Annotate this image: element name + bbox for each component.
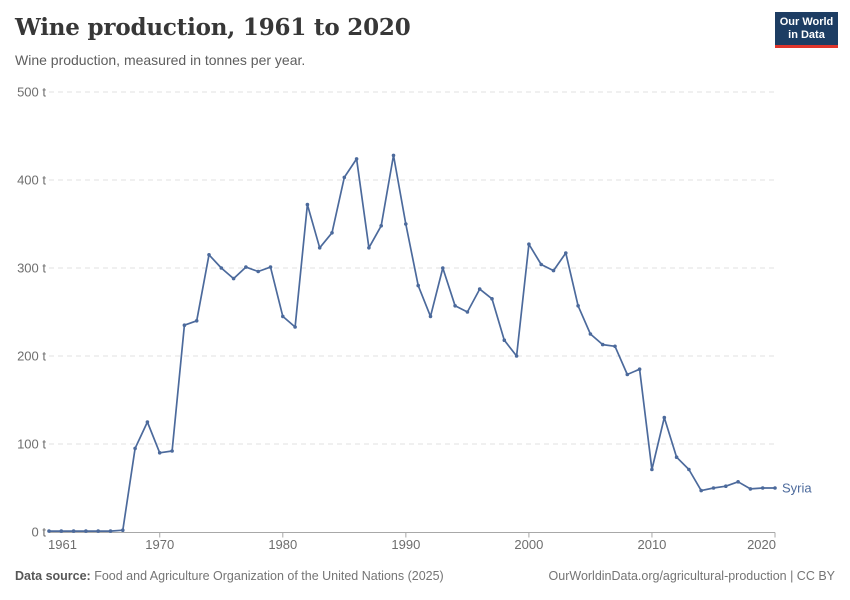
data-point bbox=[96, 529, 100, 533]
data-point bbox=[576, 304, 580, 308]
data-point bbox=[170, 449, 174, 453]
data-point bbox=[256, 269, 261, 274]
data-point bbox=[773, 486, 777, 490]
footer-link[interactable]: OurWorldinData.org/agricultural-producti… bbox=[548, 569, 835, 583]
data-point bbox=[182, 323, 187, 328]
data-point bbox=[502, 338, 507, 343]
data-source: Data source: Food and Agriculture Organi… bbox=[15, 569, 444, 583]
y-tick-label: 300 t bbox=[17, 261, 46, 276]
x-tick-label: 2000 bbox=[514, 537, 543, 552]
y-tick-label: 100 t bbox=[17, 437, 46, 452]
data-point bbox=[588, 332, 593, 336]
data-point bbox=[59, 529, 64, 533]
y-tick-label: 200 t bbox=[17, 349, 46, 364]
data-point bbox=[194, 319, 199, 323]
data-point bbox=[133, 446, 137, 451]
data-point bbox=[699, 488, 703, 493]
data-point bbox=[281, 314, 285, 319]
data-point bbox=[674, 455, 679, 460]
data-point bbox=[600, 342, 605, 347]
data-point bbox=[71, 529, 76, 533]
data-point bbox=[379, 224, 384, 228]
series-line bbox=[48, 154, 776, 532]
data-point bbox=[490, 297, 494, 301]
data-point bbox=[330, 231, 334, 235]
data-point bbox=[637, 367, 642, 372]
data-point bbox=[662, 415, 667, 420]
data-point bbox=[231, 276, 236, 281]
y-tick-label: 0 t bbox=[32, 525, 47, 540]
data-point bbox=[441, 266, 445, 270]
data-point bbox=[625, 372, 630, 377]
data-point bbox=[367, 246, 371, 250]
owid-logo-line2: in Data bbox=[788, 28, 825, 41]
data-point bbox=[687, 467, 691, 472]
data-point bbox=[305, 202, 310, 207]
x-tick-label: 1980 bbox=[268, 537, 297, 552]
y-tick-label: 400 t bbox=[17, 173, 46, 188]
x-tick-label: 1961 bbox=[48, 537, 77, 552]
data-point bbox=[465, 310, 470, 314]
data-point bbox=[108, 529, 113, 533]
data-point bbox=[514, 354, 519, 358]
data-point bbox=[391, 153, 396, 158]
data-point bbox=[47, 529, 51, 533]
data-point bbox=[145, 420, 150, 424]
owid-logo-line1: Our World bbox=[779, 15, 834, 28]
data-point bbox=[477, 287, 482, 291]
data-point bbox=[354, 157, 359, 161]
page-title: Wine production, 1961 to 2020 bbox=[15, 14, 411, 41]
data-point bbox=[428, 314, 433, 319]
data-point bbox=[84, 529, 88, 533]
series-entity-label: Syria bbox=[782, 481, 812, 496]
data-point bbox=[157, 451, 162, 455]
data-point bbox=[564, 251, 568, 255]
x-tick-label: 2010 bbox=[637, 537, 666, 552]
x-tick-label: 1970 bbox=[145, 537, 174, 552]
x-tick-label: 2020 bbox=[747, 537, 776, 552]
data-point bbox=[551, 268, 556, 273]
data-source-label: Data source: bbox=[15, 569, 91, 583]
data-point bbox=[724, 484, 728, 489]
chart-subtitle: Wine production, measured in tonnes per … bbox=[15, 52, 306, 68]
data-point bbox=[748, 487, 753, 491]
data-point bbox=[244, 265, 248, 269]
data-point bbox=[416, 283, 421, 288]
data-point bbox=[650, 467, 654, 472]
data-point bbox=[613, 344, 617, 349]
y-tick-label: 500 t bbox=[17, 85, 46, 100]
data-point bbox=[404, 222, 408, 226]
data-point bbox=[736, 480, 740, 484]
data-point bbox=[711, 486, 716, 490]
data-point bbox=[317, 246, 322, 250]
data-point bbox=[527, 242, 531, 246]
owid-logo: Our World in Data bbox=[775, 12, 838, 48]
data-point bbox=[268, 265, 273, 269]
data-point bbox=[207, 253, 211, 257]
data-point bbox=[219, 266, 224, 270]
data-point bbox=[342, 175, 347, 180]
data-source-text: Food and Agriculture Organization of the… bbox=[90, 569, 444, 583]
data-point bbox=[539, 262, 543, 267]
data-point bbox=[453, 304, 457, 308]
data-point bbox=[121, 528, 125, 532]
x-tick-label: 1990 bbox=[391, 537, 420, 552]
data-point bbox=[760, 486, 765, 490]
data-point bbox=[293, 325, 297, 329]
